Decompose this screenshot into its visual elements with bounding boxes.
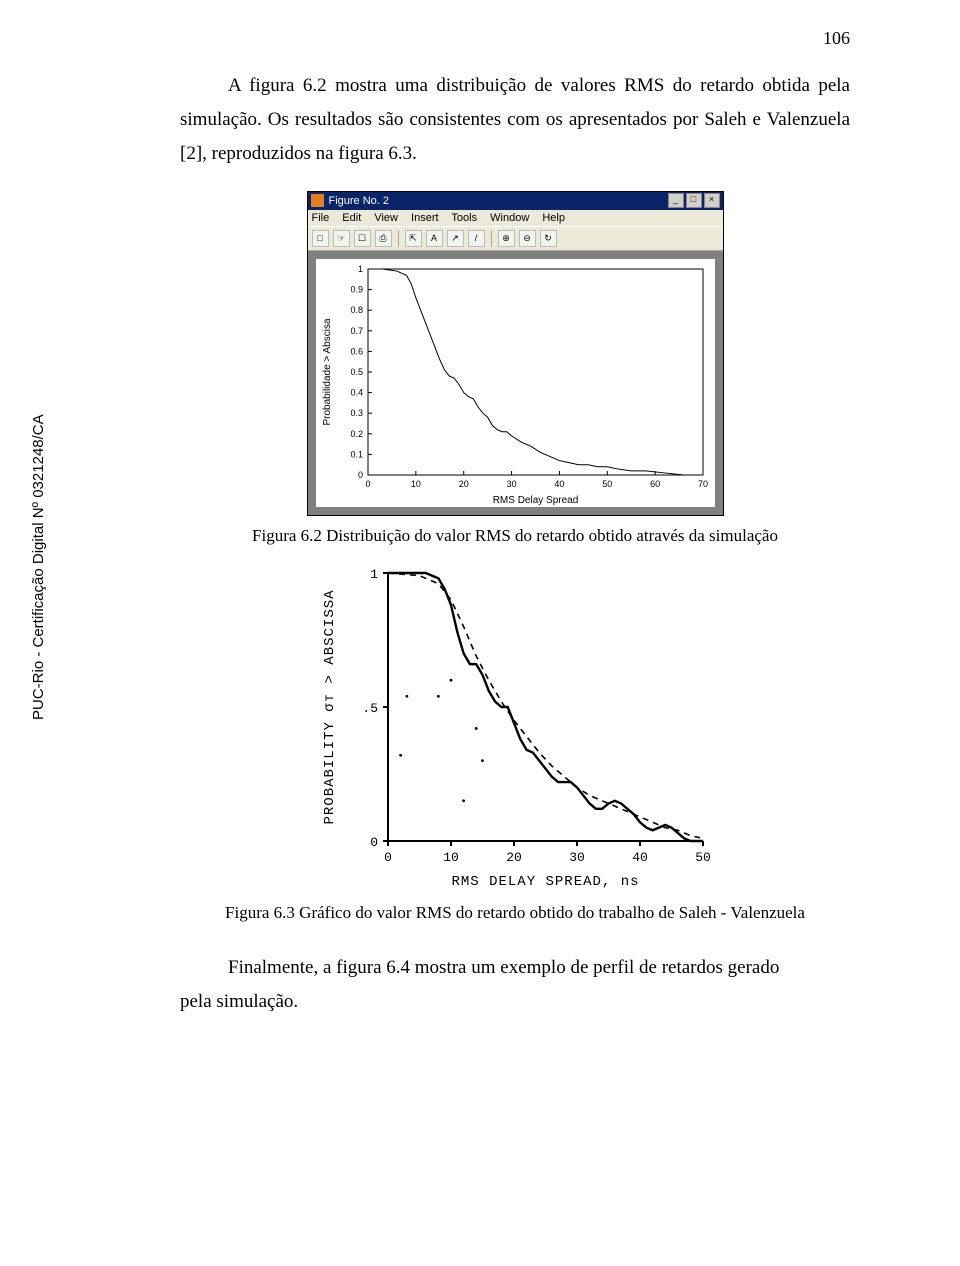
svg-text:60: 60 <box>650 479 660 489</box>
svg-text:RMS DELAY SPREAD, ns: RMS DELAY SPREAD, ns <box>451 874 639 890</box>
tool-print[interactable]: ⎙ <box>375 230 392 247</box>
certification-sidetext: PUC-Rio - Certificação Digital Nº 032124… <box>30 414 47 720</box>
page-number: 106 <box>823 28 850 49</box>
paragraph-1: A figura 6.2 mostra uma distribuição de … <box>180 69 850 172</box>
figure-6-3: 0 10 20 30 40 50 0 .5 1 RMS DELAY SPREAD, ns PROBA… <box>180 558 850 893</box>
tool-pointer[interactable]: ⇱ <box>405 230 422 247</box>
svg-text:.5: .5 <box>362 701 378 716</box>
tool-arrow[interactable]: ↗ <box>447 230 464 247</box>
minimize-button[interactable]: _ <box>668 193 684 208</box>
svg-text:0: 0 <box>357 470 362 480</box>
svg-text:0.8: 0.8 <box>350 305 363 315</box>
svg-text:50: 50 <box>695 850 711 865</box>
tool-line[interactable]: / <box>468 230 485 247</box>
svg-text:20: 20 <box>506 850 522 865</box>
tool-zoomin[interactable]: ⊕ <box>498 230 515 247</box>
tool-save[interactable]: ☐ <box>354 230 371 247</box>
window-title: Figure No. 2 <box>329 195 666 207</box>
matlab-figure-window: Figure No. 2 _ □ × File Edit View Insert… <box>307 191 724 516</box>
svg-text:0: 0 <box>365 479 370 489</box>
svg-text:30: 30 <box>506 479 516 489</box>
svg-text:1: 1 <box>370 567 378 582</box>
menu-view[interactable]: View <box>374 212 398 224</box>
paragraph-2a: Finalmente, a figura 6.4 mostra um exemp… <box>180 951 850 985</box>
svg-text:0: 0 <box>384 850 392 865</box>
maximize-button[interactable]: □ <box>686 193 702 208</box>
caption-6-2: Figura 6.2 Distribuição do valor RMS do … <box>180 526 850 546</box>
svg-text:0.3: 0.3 <box>350 408 363 418</box>
paragraph-2b: pela simulação. <box>180 985 850 1019</box>
menu-edit[interactable]: Edit <box>342 212 361 224</box>
menu-window[interactable]: Window <box>490 212 529 224</box>
tool-zoomout[interactable]: ⊖ <box>519 230 536 247</box>
menu-bar: File Edit View Insert Tools Window Help <box>308 210 723 226</box>
svg-text:0.9: 0.9 <box>350 284 363 294</box>
chart-1-svg: 00.10.20.30.40.50.60.70.80.9101020304050… <box>316 259 715 507</box>
plot-axes: 00.10.20.30.40.50.60.70.80.9101020304050… <box>316 259 715 507</box>
svg-text:40: 40 <box>554 479 564 489</box>
svg-text:0.5: 0.5 <box>350 367 363 377</box>
svg-text:0.1: 0.1 <box>350 449 363 459</box>
svg-text:50: 50 <box>602 479 612 489</box>
svg-text:RMS Delay Spread: RMS Delay Spread <box>492 495 578 506</box>
close-button[interactable]: × <box>704 193 720 208</box>
plot-background: 00.10.20.30.40.50.60.70.80.9101020304050… <box>308 251 723 515</box>
figure-6-2: Figure No. 2 _ □ × File Edit View Insert… <box>180 191 850 516</box>
menu-insert[interactable]: Insert <box>411 212 439 224</box>
svg-text:30: 30 <box>569 850 585 865</box>
svg-text:70: 70 <box>697 479 707 489</box>
tool-rotate[interactable]: ↻ <box>540 230 557 247</box>
svg-text:40: 40 <box>632 850 648 865</box>
toolbar: □ ☞ ☐ ⎙ ⇱ A ↗ / ⊕ ⊖ ↻ <box>308 226 723 251</box>
tool-open[interactable]: ☞ <box>333 230 350 247</box>
svg-text:10: 10 <box>410 479 420 489</box>
svg-text:PROBABILITY σᴛ > ABSCISSA: PROBABILITY σᴛ > ABSCISSA <box>322 589 338 824</box>
svg-text:10: 10 <box>443 850 459 865</box>
chart-2-svg: 0 10 20 30 40 50 0 .5 1 RMS DELAY SPREAD, ns PROBA… <box>313 558 718 893</box>
menu-file[interactable]: File <box>312 212 330 224</box>
svg-text:1: 1 <box>357 264 362 274</box>
svg-text:0: 0 <box>370 835 378 850</box>
window-titlebar: Figure No. 2 _ □ × <box>308 192 723 210</box>
caption-6-3: Figura 6.3 Gráfico do valor RMS do retar… <box>180 903 850 923</box>
matlab-icon <box>311 194 324 207</box>
svg-text:0.6: 0.6 <box>350 346 363 356</box>
scanned-graph: 0 10 20 30 40 50 0 .5 1 RMS DELAY SPREAD, ns PROBA… <box>313 558 718 893</box>
tool-new[interactable]: □ <box>312 230 329 247</box>
menu-help[interactable]: Help <box>542 212 565 224</box>
svg-text:0.7: 0.7 <box>350 325 363 335</box>
svg-text:20: 20 <box>458 479 468 489</box>
svg-text:0.2: 0.2 <box>350 428 363 438</box>
tool-text[interactable]: A <box>426 230 443 247</box>
svg-text:0.4: 0.4 <box>350 387 363 397</box>
svg-text:Probabilidade > Abscisa: Probabilidade > Abscisa <box>322 318 333 425</box>
menu-tools[interactable]: Tools <box>451 212 477 224</box>
